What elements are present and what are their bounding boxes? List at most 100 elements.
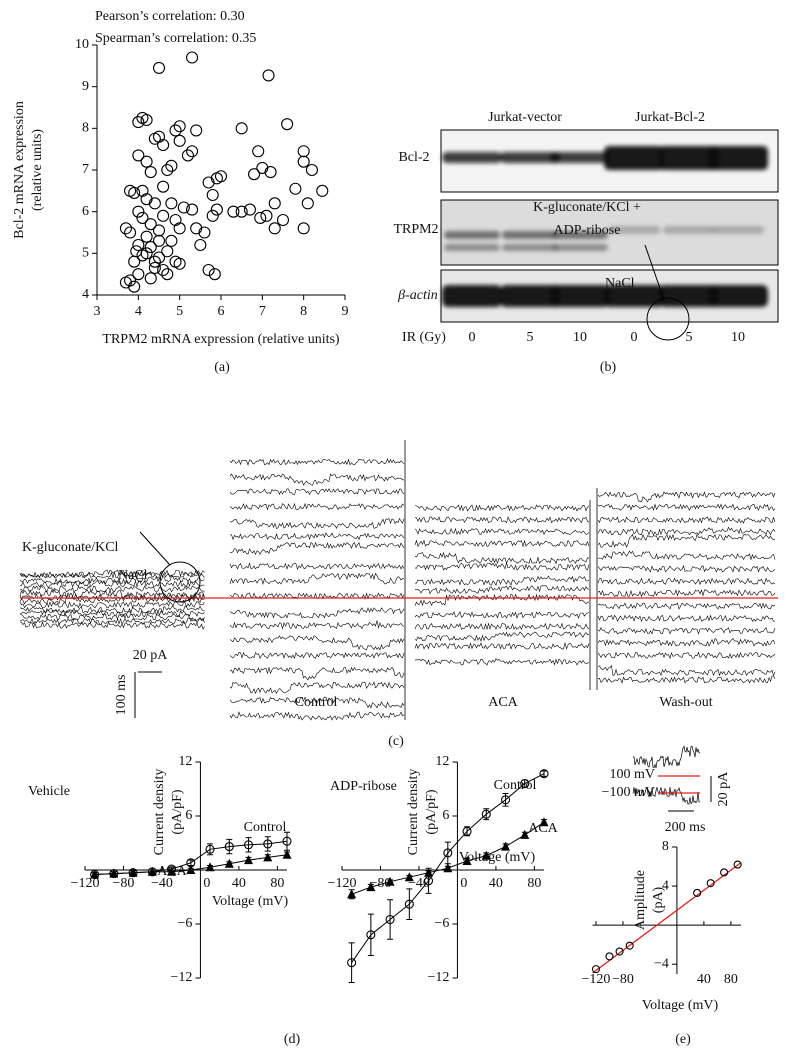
band [604,285,664,307]
marker [264,166,277,179]
marker [165,234,178,247]
marker [90,869,100,879]
y-axis-label: (pA/pF) [170,789,185,834]
pipette-label: K-gluconate/KCl [22,540,119,555]
x-tick-label: 7 [259,304,266,319]
marker [144,218,157,231]
band [708,285,768,307]
trace [229,651,405,660]
y-tick-label: 12 [178,754,192,769]
marker [205,862,215,872]
y-tick-label: −12 [171,970,193,985]
trace [229,541,405,555]
marker [615,947,624,956]
y-tick-label: −6 [178,916,193,931]
row-label: β-actin [397,288,438,303]
y-axis-label: (pA) [651,886,666,913]
marker [152,251,166,264]
marker [157,263,170,277]
trace [597,638,776,647]
marker [136,211,149,224]
marker [124,274,137,287]
marker [500,795,511,805]
band [444,231,500,239]
group-label: Jurkat-Bcl-2 [635,110,705,125]
x-tick-label: 6 [218,304,225,319]
scale-label: 100 ms [114,675,129,716]
band [552,231,608,239]
x-tick-label: 0 [460,876,467,891]
trace [229,711,405,721]
pipette [139,531,171,566]
trace [414,631,589,643]
marker [443,863,453,873]
marker [366,930,376,940]
marker [501,841,511,851]
marker [202,176,215,189]
marker [282,836,292,846]
band [659,146,719,170]
trace [229,572,405,586]
condition-label: Control [295,695,338,710]
marker [124,226,137,239]
marker [385,876,395,886]
lane-label: 0 [469,330,476,345]
trace [229,458,405,466]
cell [159,561,201,603]
marker [190,124,203,137]
row-label: TRPM2 [393,222,438,237]
marker [119,222,132,235]
marker [148,197,161,210]
trace [229,620,405,630]
x-axis-label: Voltage (mV) [459,850,536,865]
marker [539,769,549,779]
trace [597,627,776,635]
trace [414,551,590,565]
trace [414,527,590,536]
marker [481,850,491,860]
marker [173,257,186,270]
error-bar [226,838,233,855]
marker [167,866,177,876]
condition-label: Wash-out [659,695,712,710]
marker [605,952,614,961]
trace [229,696,405,709]
x-tick-label: 80 [724,972,738,987]
trace [414,561,590,571]
y-axis-label: Current density [406,769,421,856]
trace [597,533,776,548]
marker [109,868,119,878]
marker [289,182,302,195]
y-axis-label: (relative units) [30,129,45,211]
x-tick-label: 9 [342,304,349,319]
series-label: ACA [157,864,187,879]
y-axis-label: (pA/pF) [424,789,439,834]
marker [243,840,254,850]
y-axis-label: Amplitude [633,870,648,930]
marker [161,268,174,281]
trace [229,502,405,511]
band [502,244,558,251]
y-tick-label: −4 [654,956,669,971]
marker [235,205,248,218]
trace [414,622,590,631]
trace [19,609,205,618]
panel-label: (d) [284,1032,301,1047]
marker [206,188,219,202]
y-tick-label: 6 [185,808,192,823]
trace [19,571,205,579]
trace [597,550,776,561]
y-tick-label: 7 [82,162,89,177]
x-tick-label: −40 [151,876,173,891]
trace [19,569,205,579]
marker [720,868,729,877]
marker [136,249,149,262]
x-axis-label: TRPM2 mRNA expression (relative units) [102,332,340,347]
marker [186,51,199,64]
marker [520,779,530,789]
marker [157,180,170,193]
lane-label: 10 [731,330,745,345]
condition-label: ACA [488,695,518,710]
marker [152,234,166,247]
